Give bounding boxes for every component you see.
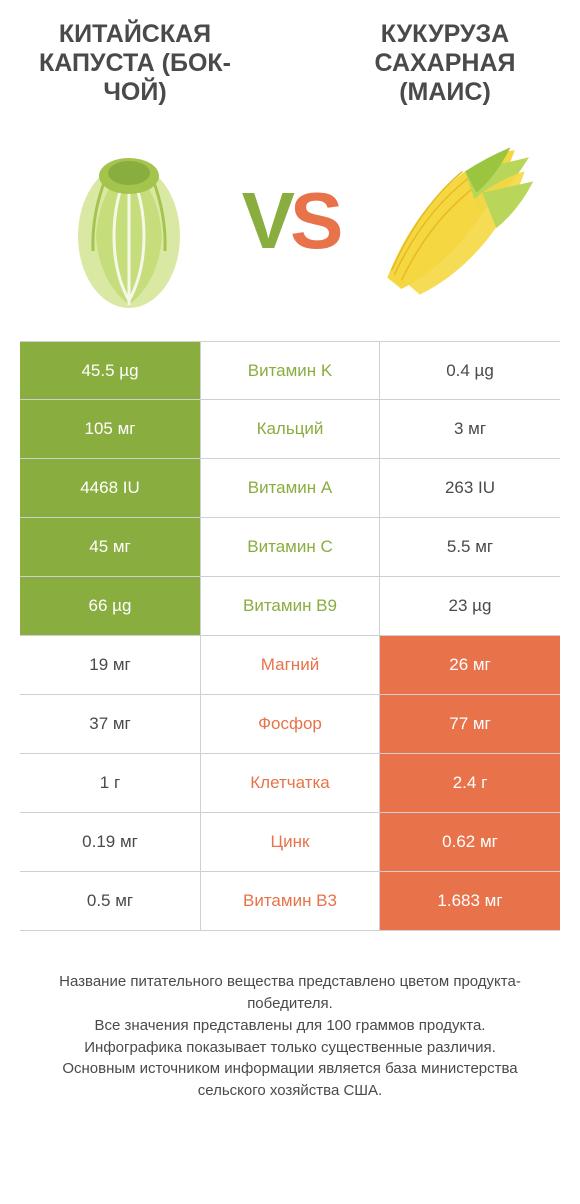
right-value: 5.5 мг bbox=[380, 518, 560, 576]
table-row: 1 гКлетчатка2.4 г bbox=[20, 754, 560, 813]
left-value: 19 мг bbox=[20, 636, 200, 694]
table-row: 19 мгМагний26 мг bbox=[20, 636, 560, 695]
nutrient-label: Витамин K bbox=[200, 342, 380, 399]
footer-line-1: Название питательного вещества представл… bbox=[30, 971, 550, 1015]
nutrient-label: Клетчатка bbox=[200, 754, 380, 812]
header-spacer bbox=[250, 20, 330, 106]
table-row: 0.19 мгЦинк0.62 мг bbox=[20, 813, 560, 872]
right-value: 77 мг bbox=[380, 695, 560, 753]
table-row: 0.5 мгВитамин B31.683 мг bbox=[20, 872, 560, 931]
left-value: 4468 IU bbox=[20, 459, 200, 517]
table-row: 45 мгВитамин C5.5 мг bbox=[20, 518, 560, 577]
left-value: 45.5 µg bbox=[20, 342, 200, 399]
nutrient-label: Витамин B9 bbox=[200, 577, 380, 635]
footer-notes: Название питательного вещества представл… bbox=[0, 931, 580, 1122]
comparison-table: 45.5 µgВитамин K0.4 µg105 мгКальций3 мг4… bbox=[0, 341, 580, 931]
left-food-image bbox=[44, 126, 214, 316]
right-value: 0.4 µg bbox=[380, 342, 560, 399]
images-row: VS bbox=[0, 116, 580, 341]
vs-label: VS bbox=[242, 175, 339, 267]
right-value: 3 мг bbox=[380, 400, 560, 458]
nutrient-label: Фосфор bbox=[200, 695, 380, 753]
nutrient-label: Витамин C bbox=[200, 518, 380, 576]
left-value: 105 мг bbox=[20, 400, 200, 458]
right-value: 1.683 мг bbox=[380, 872, 560, 930]
left-value: 45 мг bbox=[20, 518, 200, 576]
footer-line-4: Основным источником информации является … bbox=[30, 1058, 550, 1102]
nutrient-label: Витамин B3 bbox=[200, 872, 380, 930]
table-row: 105 мгКальций3 мг bbox=[20, 400, 560, 459]
right-value: 26 мг bbox=[380, 636, 560, 694]
right-value: 263 IU bbox=[380, 459, 560, 517]
right-food-image bbox=[366, 126, 536, 316]
table-row: 4468 IUВитамин A263 IU bbox=[20, 459, 560, 518]
nutrient-label: Витамин A bbox=[200, 459, 380, 517]
footer-line-2: Все значения представлены для 100 граммо… bbox=[30, 1015, 550, 1037]
table-row: 45.5 µgВитамин K0.4 µg bbox=[20, 341, 560, 400]
table-row: 66 µgВитамин B923 µg bbox=[20, 577, 560, 636]
left-value: 37 мг bbox=[20, 695, 200, 753]
right-value: 0.62 мг bbox=[380, 813, 560, 871]
nutrient-label: Магний bbox=[200, 636, 380, 694]
right-value: 23 µg bbox=[380, 577, 560, 635]
vs-v: V bbox=[242, 175, 290, 267]
footer-line-3: Инфографика показывает только существенн… bbox=[30, 1037, 550, 1059]
table-row: 37 мгФосфор77 мг bbox=[20, 695, 560, 754]
left-food-title-col: КИТАЙСКАЯ КАПУСТА (БОК-ЧОЙ) bbox=[20, 20, 250, 106]
left-value: 1 г bbox=[20, 754, 200, 812]
left-food-title: КИТАЙСКАЯ КАПУСТА (БОК-ЧОЙ) bbox=[20, 20, 250, 106]
left-value: 0.19 мг bbox=[20, 813, 200, 871]
left-value: 66 µg bbox=[20, 577, 200, 635]
nutrient-label: Цинк bbox=[200, 813, 380, 871]
header: КИТАЙСКАЯ КАПУСТА (БОК-ЧОЙ) КУКУРУЗА САХ… bbox=[0, 0, 580, 116]
right-food-title-col: КУКУРУЗА САХАРНАЯ (МАИС) bbox=[330, 20, 560, 106]
vs-s: S bbox=[290, 175, 338, 267]
left-value: 0.5 мг bbox=[20, 872, 200, 930]
right-value: 2.4 г bbox=[380, 754, 560, 812]
nutrient-label: Кальций bbox=[200, 400, 380, 458]
right-food-title: КУКУРУЗА САХАРНАЯ (МАИС) bbox=[330, 20, 560, 106]
